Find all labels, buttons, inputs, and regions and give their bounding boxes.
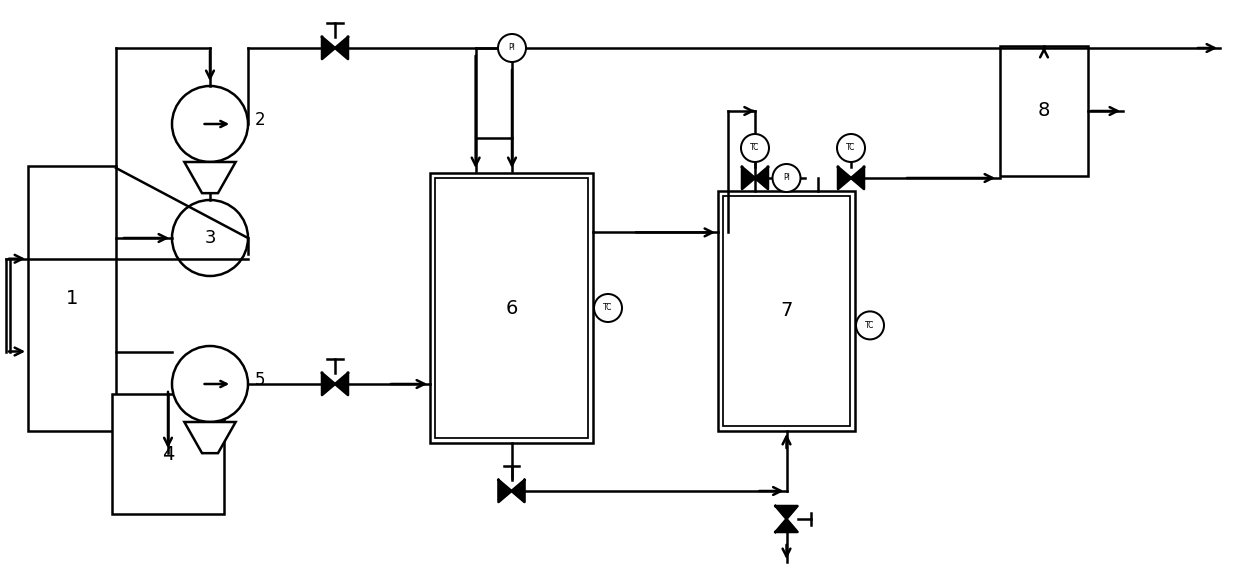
Text: TC: TC <box>866 321 874 330</box>
Polygon shape <box>775 519 797 532</box>
Polygon shape <box>185 422 236 453</box>
Circle shape <box>498 34 526 62</box>
Polygon shape <box>185 162 236 193</box>
Circle shape <box>837 134 866 162</box>
Bar <box>718 191 856 431</box>
Text: TC: TC <box>847 144 856 152</box>
Circle shape <box>773 164 801 192</box>
Text: 6: 6 <box>506 298 517 318</box>
Text: PI: PI <box>784 173 790 182</box>
Text: 4: 4 <box>161 445 174 464</box>
Bar <box>723 196 849 426</box>
Polygon shape <box>838 167 851 189</box>
Polygon shape <box>335 373 348 395</box>
Circle shape <box>172 86 248 162</box>
Text: 1: 1 <box>66 289 78 308</box>
Text: 5: 5 <box>255 371 265 389</box>
Text: TC: TC <box>750 144 760 152</box>
Polygon shape <box>851 167 864 189</box>
Polygon shape <box>322 37 335 59</box>
Bar <box>112 394 224 514</box>
Polygon shape <box>511 480 525 502</box>
Text: 2: 2 <box>255 111 265 129</box>
Polygon shape <box>755 167 768 189</box>
Bar <box>430 173 593 443</box>
Circle shape <box>172 200 248 276</box>
Text: 8: 8 <box>1038 101 1050 121</box>
Text: TC: TC <box>604 304 613 312</box>
Bar <box>999 46 1087 176</box>
Polygon shape <box>335 37 348 59</box>
Bar <box>29 166 117 431</box>
Polygon shape <box>742 167 755 189</box>
Circle shape <box>594 294 622 322</box>
Text: 7: 7 <box>780 302 792 321</box>
Polygon shape <box>322 373 335 395</box>
Circle shape <box>856 311 884 339</box>
Circle shape <box>742 134 769 162</box>
Text: 3: 3 <box>205 229 216 247</box>
Polygon shape <box>775 506 797 519</box>
Text: PI: PI <box>508 43 516 53</box>
Bar <box>435 178 588 438</box>
Circle shape <box>172 346 248 422</box>
Polygon shape <box>498 480 511 502</box>
